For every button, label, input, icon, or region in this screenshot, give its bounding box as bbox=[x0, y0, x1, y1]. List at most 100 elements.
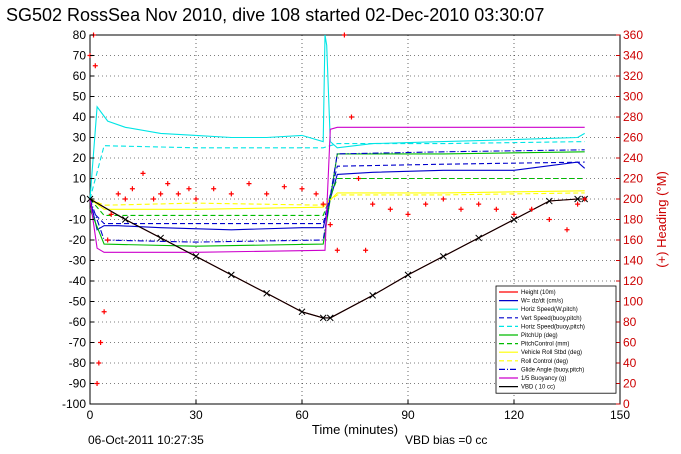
series-line-glide_angle bbox=[89, 149, 585, 243]
y-tick-label: 60 bbox=[73, 69, 87, 83]
y-tick-label: -80 bbox=[69, 356, 87, 370]
x-tick-label: 60 bbox=[295, 408, 309, 422]
heading-marker bbox=[546, 217, 552, 222]
heading-marker bbox=[281, 184, 287, 190]
y2-tick-label: 40 bbox=[623, 356, 637, 370]
series-line-buoyancy bbox=[89, 126, 585, 253]
vbd-marker bbox=[574, 195, 581, 203]
heading-marker bbox=[356, 176, 362, 181]
vbd-marker bbox=[227, 271, 235, 279]
heading-marker bbox=[582, 196, 588, 202]
heading-marker bbox=[98, 340, 104, 345]
heading-marker bbox=[186, 186, 192, 192]
heading-marker bbox=[122, 196, 128, 202]
heading-marker bbox=[348, 114, 354, 120]
heading-marker bbox=[228, 191, 234, 197]
y2-tick-label: 340 bbox=[623, 49, 643, 63]
y2-tick-label: 300 bbox=[623, 90, 643, 104]
y-tick-label: -70 bbox=[69, 336, 87, 350]
y-tick-label: 20 bbox=[73, 151, 87, 165]
heading-marker bbox=[108, 211, 114, 217]
y2-tick-label: 120 bbox=[623, 274, 643, 288]
heading-marker bbox=[115, 191, 121, 197]
axis-ticks: 0 30 60 90 120 150-100-90-80-70-60-50-40-30-2… bbox=[62, 28, 643, 422]
heading-marker bbox=[246, 181, 252, 187]
legend-entry-horz_speed_buoy: Horiz Speed(buoy,pitch) bbox=[521, 324, 585, 330]
legend-entry-vbd: VBD ( 10 cc) bbox=[521, 385, 555, 391]
heading-marker bbox=[140, 170, 146, 176]
heading-marker bbox=[151, 196, 157, 202]
series-line-pitchup bbox=[89, 151, 585, 247]
heading-marker bbox=[387, 206, 393, 212]
heading-marker bbox=[363, 247, 369, 253]
vbd-marker bbox=[475, 234, 483, 242]
legend-entry-w: W= dz/dt (cm/s) bbox=[521, 299, 563, 305]
y-tick-label: 70 bbox=[73, 49, 87, 63]
heading-marker bbox=[334, 247, 340, 253]
y2-tick-label: 360 bbox=[623, 28, 643, 42]
y-tick-label: 0 bbox=[79, 192, 86, 206]
series-line-vert_speed_buoy bbox=[89, 161, 585, 225]
y2-tick-label: 140 bbox=[623, 254, 643, 268]
y-tick-label: 40 bbox=[73, 110, 87, 124]
y-tick-label: -40 bbox=[69, 274, 87, 288]
y-tick-label: 30 bbox=[73, 131, 87, 145]
vbd-marker bbox=[545, 197, 553, 205]
x-tick-label: 0 bbox=[87, 408, 94, 422]
vbd-marker bbox=[326, 314, 334, 322]
heading-marker bbox=[564, 227, 570, 233]
heading-marker bbox=[529, 206, 535, 212]
legend-entry-roll_control: Roll Control (deg) bbox=[521, 359, 568, 365]
y-tick-label: -100 bbox=[62, 397, 86, 411]
y-tick-label: -10 bbox=[69, 213, 87, 227]
heading-marker bbox=[94, 381, 100, 386]
vbd-marker bbox=[510, 216, 518, 223]
vbd-marker bbox=[404, 271, 412, 279]
heading-marker bbox=[92, 63, 98, 69]
y2-tick-label: 240 bbox=[623, 151, 643, 165]
vbd-marker bbox=[263, 289, 271, 297]
heading-marker bbox=[458, 206, 464, 212]
y2-tick-label: 160 bbox=[623, 233, 643, 247]
heading-marker bbox=[175, 191, 181, 197]
heading-marker bbox=[575, 201, 581, 207]
heading-marker bbox=[320, 201, 326, 207]
y2-tick-label: 180 bbox=[623, 213, 643, 227]
y2-tick-label: 20 bbox=[623, 377, 637, 391]
y-tick-label: -90 bbox=[69, 377, 87, 391]
y2-tick-label: 200 bbox=[623, 192, 643, 206]
vbd-marker bbox=[157, 234, 165, 242]
legend-entry-horz_speed: Horiz Speed(W,pitch) bbox=[521, 307, 578, 313]
heading-marker bbox=[158, 191, 164, 197]
heading-marker bbox=[370, 201, 376, 207]
vbd-marker bbox=[369, 291, 377, 299]
series-line-w bbox=[89, 161, 586, 231]
series-line-horz_speed bbox=[89, 34, 585, 200]
heading-marker bbox=[96, 360, 102, 366]
y-tick-label: -30 bbox=[69, 254, 87, 268]
legend-entry-vehicle_roll: Vehicle Roll Stbd (deg) bbox=[521, 350, 582, 356]
vbd-marker bbox=[192, 253, 200, 260]
series-line-pitch_control bbox=[89, 177, 585, 216]
y-tick-label: 50 bbox=[73, 90, 87, 104]
vbd-marker bbox=[439, 253, 447, 260]
vbd-marker bbox=[298, 308, 306, 316]
timestamp-footer: 06-Oct-2011 10:27:35 bbox=[88, 433, 204, 447]
legend-entry-pitchup: PitchUp (deg) bbox=[521, 333, 558, 339]
heading-marker bbox=[105, 237, 111, 243]
heading-marker bbox=[313, 191, 319, 197]
y2-tick-label: 280 bbox=[623, 110, 643, 124]
heading-marker bbox=[264, 191, 270, 197]
series-line-vehicle_roll bbox=[89, 190, 585, 210]
legend-entry-glide_angle: Glide Angle (buoy,pitch) bbox=[521, 367, 584, 373]
vbd-bias-footer: VBD bias =0 cc bbox=[405, 433, 487, 447]
heading-marker bbox=[299, 186, 305, 192]
legend-entry-buoyancy: 1/5 Buoyancy (g) bbox=[521, 376, 566, 382]
y2-tick-label: 80 bbox=[623, 315, 637, 329]
right-axis-label: (+) Heading (°M) bbox=[654, 171, 669, 268]
x-axis-label: Time (minutes) bbox=[312, 422, 398, 437]
x-tick-label: 120 bbox=[504, 408, 524, 422]
y-tick-label: -50 bbox=[69, 295, 87, 309]
legend-entry-vert_speed_buoy: Vert Speed(buoy,pitch) bbox=[521, 316, 582, 322]
